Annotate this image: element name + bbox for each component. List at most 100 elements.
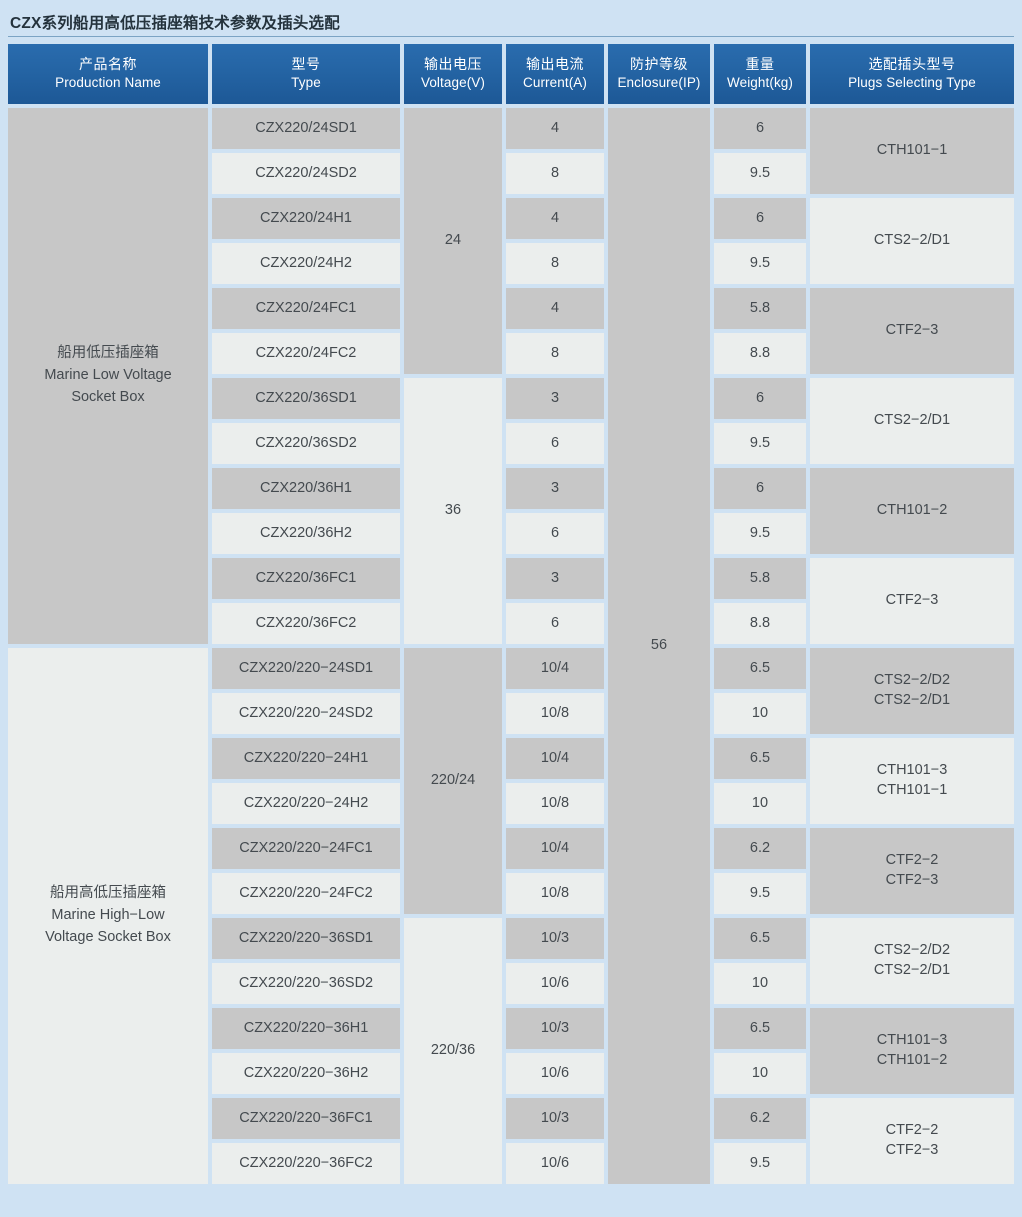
table-row: CZX220/24FC1	[212, 288, 400, 329]
header-en-label: Current(A)	[522, 75, 587, 91]
table-row: 10	[714, 693, 806, 734]
table-row: CZX220/36H1	[212, 468, 400, 509]
table-row: 8	[506, 333, 604, 374]
table-row: 4	[506, 198, 604, 239]
table-row: 10/4	[506, 738, 604, 779]
header-cn-label: 重量	[745, 56, 775, 73]
voltage-group-36: 36	[404, 378, 502, 644]
table-row: CZX220/220−36H2	[212, 1053, 400, 1094]
plug-group: CTF2−2 CTF2−3	[810, 1098, 1014, 1184]
header-type: 型号 Type	[212, 44, 400, 104]
header-en-label: Type	[291, 75, 321, 91]
plug-line-2: CTS2−2/D1	[873, 692, 951, 708]
table-row: CZX220/220−24FC1	[212, 828, 400, 869]
table-row: 10	[714, 963, 806, 1004]
table-row: 10/3	[506, 1008, 604, 1049]
product-name-en-line2: Voltage Socket Box	[45, 928, 171, 945]
product-name-cn: 船用高低压插座箱	[50, 885, 166, 902]
table-row: CZX220/220−24SD2	[212, 693, 400, 734]
table-row: CZX220/220−24FC2	[212, 873, 400, 914]
column-weight: 重量 Weight(kg) 6 9.5 6 9.5 5.8 8.8 6 9.5 …	[714, 44, 806, 1204]
table-row: CZX220/36H2	[212, 513, 400, 554]
table-row: 10/6	[506, 1053, 604, 1094]
table-row: CZX220/220−36SD2	[212, 963, 400, 1004]
plug-line-1: CTS2−2/D2	[873, 672, 951, 689]
table-row: 6	[714, 468, 806, 509]
table-row: CZX220/24FC2	[212, 333, 400, 374]
table-row: 9.5	[714, 423, 806, 464]
product-name-en-line1: Marine Low Voltage	[44, 367, 172, 384]
table-row: CZX220/36SD2	[212, 423, 400, 464]
page-title: CZX系列船用高低压插座箱技术参数及插头选配	[10, 15, 340, 32]
table-row: CZX220/24SD2	[212, 153, 400, 194]
product-name-low-voltage: 船用低压插座箱 Marine Low Voltage Socket Box	[8, 108, 208, 644]
header-en-label: Voltage(V)	[420, 75, 486, 91]
table-row: CZX220/24H1	[212, 198, 400, 239]
header-cn-label: 型号	[291, 56, 321, 73]
column-type: 型号 Type CZX220/24SD1 CZX220/24SD2 CZX220…	[212, 44, 400, 1204]
voltage-group-220-24: 220/24	[404, 648, 502, 914]
plug-group: CTS2−2/D1	[810, 198, 1014, 284]
plug-line-2: CTF2−3	[885, 872, 939, 888]
plug-line-1: CTH101−2	[876, 502, 948, 519]
page-title-bar: CZX系列船用高低压插座箱技术参数及插头选配	[0, 0, 1022, 44]
plug-line-1: CTS2−2/D1	[873, 232, 951, 249]
voltage-group-220-36: 220/36	[404, 918, 502, 1184]
table-row: CZX220/36SD1	[212, 378, 400, 419]
table-row: 10	[714, 1053, 806, 1094]
table-row: 6	[714, 108, 806, 149]
header-cn-label: 防护等级	[630, 56, 688, 73]
table-row: 10	[714, 783, 806, 824]
plug-line-1: CTF2−3	[885, 592, 939, 609]
header-cn-label: 输出电压	[424, 56, 482, 73]
table-row: CZX220/36FC1	[212, 558, 400, 599]
table-row: CZX220/220−36FC1	[212, 1098, 400, 1139]
table-row: 9.5	[714, 1143, 806, 1184]
plug-line-1: CTF2−2	[885, 1122, 939, 1139]
table-row: 10/6	[506, 1143, 604, 1184]
header-current: 输出电流 Current(A)	[506, 44, 604, 104]
table-row: 10/4	[506, 828, 604, 869]
plug-group: CTS2−2/D2 CTS2−2/D1	[810, 648, 1014, 734]
table-row: 6.2	[714, 828, 806, 869]
column-voltage: 输出电压 Voltage(V) 24 36 220/24 220/36	[404, 44, 502, 1204]
table-row: 8.8	[714, 333, 806, 374]
table-row: 10/4	[506, 648, 604, 689]
column-production-name: 产品名称 Production Name 船用低压插座箱 Marine Low …	[8, 44, 208, 1204]
header-cn-label: 输出电流	[526, 56, 584, 73]
table-row: 6.5	[714, 648, 806, 689]
plug-group: CTF2−3	[810, 558, 1014, 644]
table-row: CZX220/24H2	[212, 243, 400, 284]
table-row: 3	[506, 468, 604, 509]
table-row: CZX220/220−24H1	[212, 738, 400, 779]
plug-group: CTF2−3	[810, 288, 1014, 374]
plug-line-1: CTF2−3	[885, 322, 939, 339]
table-row: 3	[506, 378, 604, 419]
header-en-label: Weight(kg)	[726, 75, 794, 91]
table-row: 9.5	[714, 243, 806, 284]
table-row: 10/3	[506, 1098, 604, 1139]
table-row: 8	[506, 243, 604, 284]
table-row: CZX220/36FC2	[212, 603, 400, 644]
table-row: 8	[506, 153, 604, 194]
header-enclosure-ip: 防护等级 Enclosure(IP)	[608, 44, 710, 104]
column-enclosure-ip: 防护等级 Enclosure(IP) 56	[608, 44, 710, 1204]
product-name-cn: 船用低压插座箱	[57, 345, 159, 362]
table-row: 5.8	[714, 558, 806, 599]
header-cn-label: 选配插头型号	[868, 56, 956, 73]
header-production-name: 产品名称 Production Name	[8, 44, 208, 104]
table-row: 3	[506, 558, 604, 599]
table-row: 6.5	[714, 738, 806, 779]
header-voltage: 输出电压 Voltage(V)	[404, 44, 502, 104]
table-row: 6.5	[714, 1008, 806, 1049]
table-row: 5.8	[714, 288, 806, 329]
plug-group: CTS2−2/D2 CTS2−2/D1	[810, 918, 1014, 1004]
spec-table-grid: 产品名称 Production Name 船用低压插座箱 Marine Low …	[8, 44, 1014, 1204]
plug-line-1: CTH101−1	[876, 142, 948, 159]
voltage-group-24: 24	[404, 108, 502, 374]
table-row: 10/8	[506, 693, 604, 734]
plug-line-2: CTS2−2/D1	[873, 962, 951, 978]
plug-line-1: CTH101−3	[876, 1032, 948, 1049]
plug-line-2: CTH101−1	[876, 782, 948, 798]
table-row: CZX220/220−36H1	[212, 1008, 400, 1049]
